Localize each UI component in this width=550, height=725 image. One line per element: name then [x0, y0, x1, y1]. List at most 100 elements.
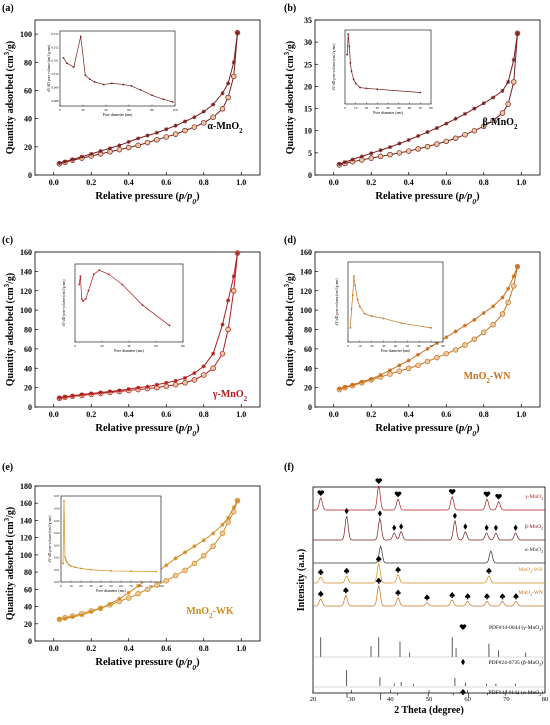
isotherm-panel-2: (b) 0.0 0.2 0.4 0.6 0.8 1.0 0 5 10 15 20 25 30 35 Relat… [283, 3, 541, 206]
spade-icon [318, 569, 324, 575]
y-axis-label: Quantity adsorbed (cm3/g) [3, 507, 16, 621]
desorption-point [154, 382, 159, 387]
diamond-icon [484, 524, 489, 531]
y-tick-label: 30 [304, 38, 312, 47]
spade-icon [460, 689, 466, 695]
y-tick-label: 40 [24, 364, 32, 373]
adsorption-point [191, 560, 198, 567]
inset-point [353, 275, 355, 278]
desorption-point [98, 606, 103, 611]
desorption-point [79, 154, 84, 159]
inset-point [168, 324, 171, 327]
desorption-point [211, 351, 216, 356]
desorption-point [164, 563, 169, 568]
inset-frame [347, 261, 444, 343]
desorption-point [183, 375, 187, 380]
y-tick-label: 25 [304, 60, 312, 69]
x-tick-label: 0.2 [86, 178, 96, 187]
heart-icon [459, 624, 467, 630]
inset-point [62, 562, 64, 565]
inset-x-tick-label: 0 [74, 344, 76, 348]
inset-point [155, 570, 157, 573]
desorption-point [108, 389, 112, 394]
inset-point [365, 87, 368, 90]
x-tick-label: 1.0 [516, 410, 526, 419]
desorption-point [173, 378, 178, 383]
inset-point [162, 98, 165, 101]
x-tick-label: 0.4 [404, 410, 414, 419]
y-tick-label: 120 [20, 287, 32, 296]
desorption-point [472, 317, 477, 322]
y-tick-label: 160 [20, 248, 32, 257]
desorption-point [511, 274, 516, 279]
desorption-point [211, 531, 216, 536]
x-axis-label: Relative pressure (p/p0) [95, 191, 200, 206]
adsorption-point [219, 350, 226, 357]
desorption-point [79, 613, 84, 618]
inset-x-tick-label: 40 [104, 108, 108, 112]
y-tick-label: 35 [304, 16, 312, 25]
inset-point [65, 558, 67, 561]
desorption-point [164, 380, 169, 385]
reference-label: PDF#44-0141 (α-MnO2) [489, 689, 544, 697]
desorption-point [183, 119, 187, 124]
x-tick-label: 0.6 [441, 410, 451, 419]
x-tick-label: 0.2 [86, 644, 96, 653]
pore-size-inset: 0 10 20 30 40 50 60 70 80 Pore diameter (nm) dV/dD… [335, 261, 445, 353]
adsorption-point [462, 342, 468, 348]
desorption-point [173, 123, 178, 128]
y-tick-label: 5 [308, 149, 312, 158]
inset-point [74, 566, 76, 569]
adsorption-point [452, 347, 459, 353]
x-tick-label: 0.0 [49, 178, 59, 187]
desorption-point [70, 393, 75, 398]
y-axis-label: Quantity adsorbed (cm3/g) [3, 41, 16, 155]
inset-point [349, 61, 352, 64]
x-tick-label: 0.2 [86, 410, 96, 419]
y-tick-label: 160 [20, 499, 32, 508]
desorption-point [136, 583, 141, 588]
spade-icon [499, 593, 506, 600]
diamond-icon [344, 507, 349, 515]
x-tick-label: 80 [542, 696, 549, 703]
desorption-point [192, 115, 197, 120]
adsorption-point [462, 131, 468, 138]
xrd-pattern-label: MnO2-WK [518, 567, 543, 574]
desorption-point [126, 590, 131, 595]
y-tick-label: 100 [300, 306, 312, 315]
adsorption-point [201, 372, 207, 378]
adsorption-point [415, 146, 421, 152]
inset-y-tick-label: 0.02 [54, 556, 60, 560]
diamond-icon [513, 524, 518, 531]
desorption-point [481, 311, 486, 316]
y-tick-label: 180 [20, 482, 32, 491]
heart-icon [317, 490, 324, 496]
y-tick-label: 140 [20, 267, 32, 276]
y-tick-label: 120 [20, 534, 32, 543]
inset-point [351, 294, 354, 296]
inset-x-tick-label: 80 [150, 108, 154, 112]
x-tick-label: 20 [310, 696, 317, 703]
inset-x-tick-label: 100 [158, 584, 163, 588]
desorption-point [369, 151, 374, 156]
desorption-point [57, 161, 62, 166]
adsorption-line [59, 252, 238, 399]
inset-y-tick-label: 0.04 [54, 531, 60, 535]
desorption-point [515, 264, 520, 269]
desorption-line [339, 33, 518, 165]
diamond-icon [399, 523, 404, 530]
panel-letter: (e) [2, 462, 13, 473]
y-tick-label: 60 [304, 345, 312, 354]
desorption-point [491, 304, 496, 309]
inset-line [78, 269, 170, 326]
plot-frame [314, 19, 541, 176]
adsorption-point [144, 139, 151, 146]
y-tick-label: 0 [308, 403, 312, 412]
adsorption-point [511, 79, 517, 85]
adsorption-point [499, 110, 506, 116]
inset-point [64, 556, 66, 559]
y-tick-label: 100 [20, 30, 32, 39]
inset-y-tick-label: 0.05 [54, 519, 60, 523]
desorption-point [235, 250, 240, 255]
inset-x-tick-label: 90 [149, 584, 153, 588]
